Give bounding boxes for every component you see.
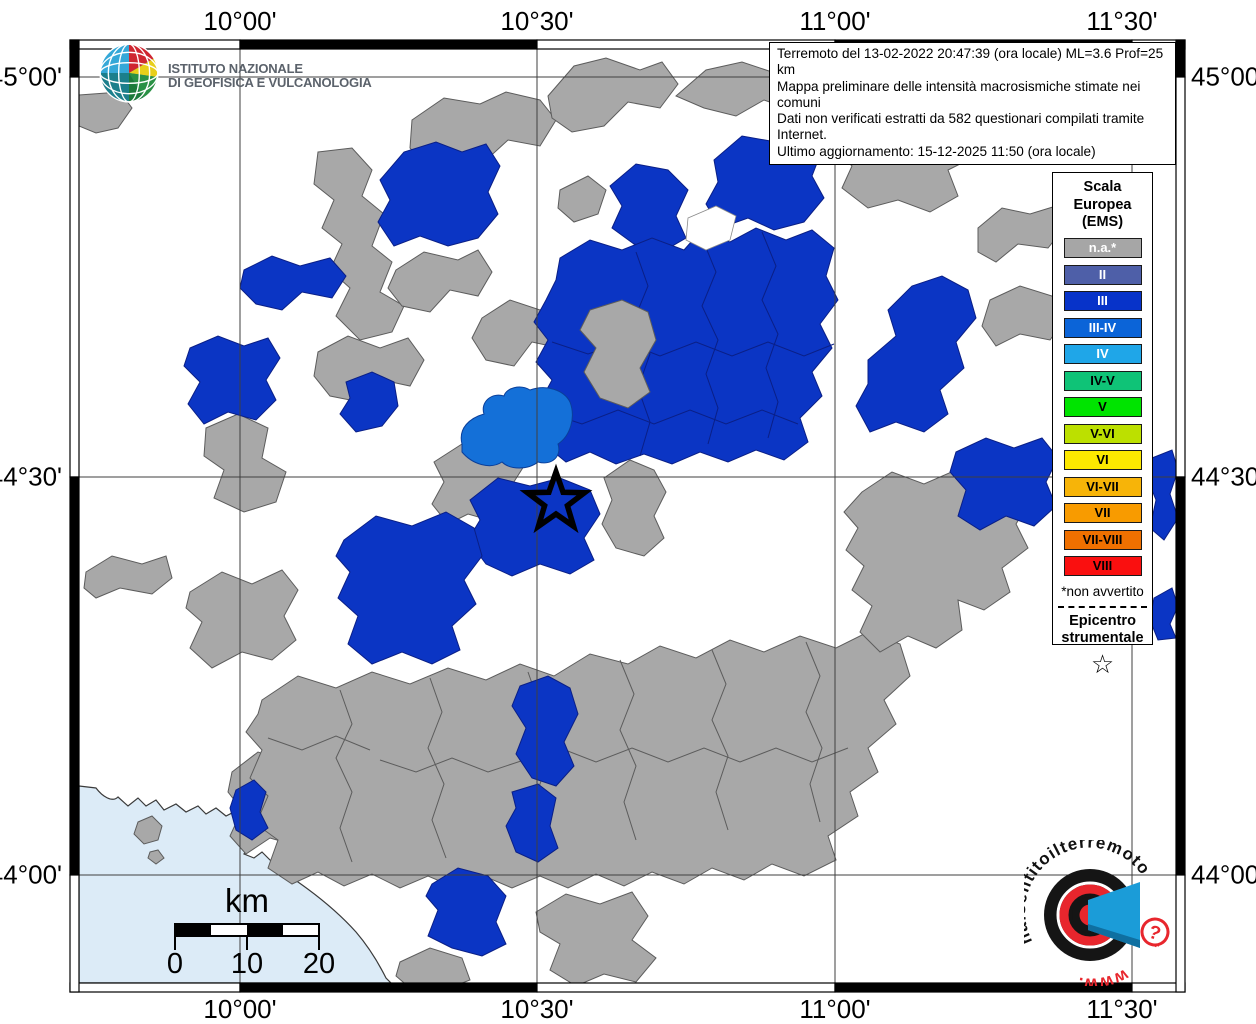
ingv-logo-text: ISTITUTO NAZIONALE DI GEOFISICA E VULCAN… [168, 62, 372, 90]
white-enclave [685, 205, 737, 251]
lon-label-bottom-3: 11°00' [799, 994, 871, 1024]
event-info-box: Terremoto del 13-02-2022 20:47:39 (ora l… [769, 42, 1176, 166]
logo-arc-text-www: www. [1076, 965, 1132, 986]
epicenter-legend-title: Epicentro strumentale [1053, 613, 1152, 647]
legend-swatch-iv: IV [1063, 344, 1142, 364]
event-info-line2: Mappa preliminare delle intensità macros… [777, 78, 1141, 110]
svg-text:www.: www. [1076, 965, 1133, 986]
lat-label-left-1: 45°00' [0, 61, 62, 92]
legend-swatch-v-vi: V-VI [1063, 423, 1142, 444]
event-info-line1: Terremoto del 13-02-2022 20:47:39 (ora l… [777, 46, 1164, 78]
lat-label-right-3: 44°00' [1191, 859, 1256, 890]
legend-swatch-vi-vii: VI-VII [1063, 476, 1142, 497]
legend-title: Scala Europea (EMS) [1053, 179, 1152, 232]
legend-swatch-iii-iv: III-IV [1063, 317, 1142, 338]
logo-question-badge [1140, 917, 1170, 947]
lon-label-bottom-2: 10°30' [500, 994, 574, 1024]
legend-footnote: *non avvertito [1061, 584, 1144, 599]
epicenter-legend-line2: strumentale [1061, 630, 1144, 646]
scale-bar-unit: km [225, 882, 269, 919]
legend-title-line1: Scala [1083, 179, 1122, 195]
epicenter-star [519, 463, 593, 534]
lon-label-top-3: 11°00' [799, 6, 871, 36]
haisentito-logo: haisentitoilterremoto .it www. ? [1024, 840, 1170, 986]
legend-title-line3: (EMS) [1081, 214, 1124, 230]
legend-title-line2: Europea [1073, 196, 1132, 213]
municipality-borders [267, 641, 849, 863]
lon-label-top-2: 10°30' [500, 6, 574, 36]
scale-bar [174, 923, 320, 950]
legend-divider [1058, 606, 1147, 608]
lon-label-bottom-4: 11°30' [1086, 994, 1158, 1024]
ingv-logo-globe [99, 43, 159, 103]
event-info-line4: Ultimo aggiornamento: 15-12-2025 11:50 (… [777, 143, 1096, 159]
ingv-name-line1: ISTITUTO NAZIONALE [168, 61, 303, 76]
scale-bar-tick-0: 0 [166, 948, 184, 980]
legend-swatch-vii: VII [1063, 503, 1142, 523]
legend-swatch-vii-viii: VII-VIII [1063, 529, 1142, 550]
lat-label-left-2: 44°30' [0, 461, 62, 492]
legend-swatch-viii: VIII [1063, 556, 1142, 576]
legend-swatch-na: n.a.* [1063, 238, 1142, 258]
lat-label-left-3: 44°00' [0, 859, 62, 890]
lat-label-right-2: 44°30' [1191, 461, 1256, 492]
scale-bar-tick-10: 10 [230, 948, 264, 980]
epicenter-legend-line1: Epicentro [1069, 613, 1136, 629]
municipalities-iii-iv [460, 386, 573, 469]
legend-swatch-ii: II [1063, 264, 1142, 285]
epicenter-legend-star-icon: ☆ [1090, 649, 1115, 679]
legend-swatch-iii: III [1063, 291, 1142, 311]
legend-swatch-v: V [1063, 397, 1142, 417]
legend-swatch-vi: VI [1063, 450, 1142, 470]
lat-label-right-1: 45°00' [1191, 61, 1256, 92]
intensity-legend: Scala Europea (EMS) n.a.* II III III-IV … [1052, 172, 1153, 679]
lon-label-top-1: 10°00' [203, 6, 277, 36]
gray-enclave [579, 299, 657, 409]
lon-label-top-4: 11°30' [1086, 6, 1158, 36]
scale-bar-tick-20: 20 [302, 948, 336, 980]
legend-swatch-iv-v: IV-V [1063, 370, 1142, 391]
lon-label-bottom-1: 10°00' [203, 994, 277, 1024]
ingv-name-line2: DI GEOFISICA E VULCANOLOGIA [168, 75, 372, 90]
logo-megaphone-shade [1088, 924, 1140, 948]
event-info-line3: Dati non verificati estratti da 582 ques… [777, 111, 1145, 143]
municipalities-na [79, 57, 1176, 983]
